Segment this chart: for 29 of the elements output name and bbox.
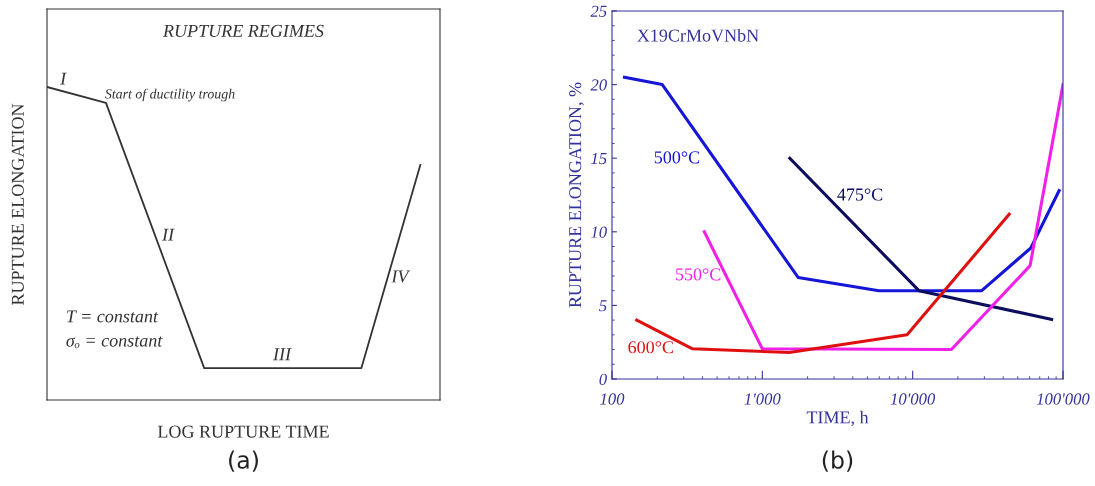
x-axis-title: LOG RUPTURE TIME	[157, 425, 329, 438]
y-axis-title: RUPTURE ELONGATION	[11, 103, 24, 306]
annotation: 600°C	[628, 341, 673, 354]
x-tick-label: 10'000	[890, 393, 936, 405]
text: (a)	[229, 450, 258, 472]
annotation: σₒ = constant	[66, 336, 163, 349]
annotation: Start of ductility trough	[105, 88, 235, 102]
y-tick-label: 15	[591, 152, 607, 165]
y-tick-label: 10	[591, 226, 607, 238]
annotation: III	[272, 348, 292, 361]
annotation: IV	[391, 270, 411, 283]
x-axis-title: TIME, h	[806, 410, 869, 427]
annotation: 500°C	[654, 151, 700, 164]
chart-title: RUPTURE REGIMES	[162, 24, 324, 37]
text: (b)	[822, 450, 853, 472]
y-axis-title: RUPTURE ELONGATION, %	[569, 82, 584, 308]
x-tick-label: 100'000	[1036, 393, 1090, 405]
x-tick-label: 1'000	[744, 393, 781, 405]
y-tick-label: 20	[590, 79, 607, 91]
y-tick-label: 25	[590, 5, 607, 17]
text: I	[60, 72, 67, 85]
annotation: II	[161, 228, 175, 241]
x-tick-label: 100	[600, 393, 625, 405]
annotation: T = constant	[67, 310, 159, 323]
annotation: X19CrMoVNbN	[637, 28, 759, 42]
y-tick-label: 5	[599, 300, 607, 312]
annotation: 550°C	[676, 268, 721, 281]
y-tick-label: 0	[599, 373, 607, 385]
annotation: 475°C	[837, 188, 883, 201]
